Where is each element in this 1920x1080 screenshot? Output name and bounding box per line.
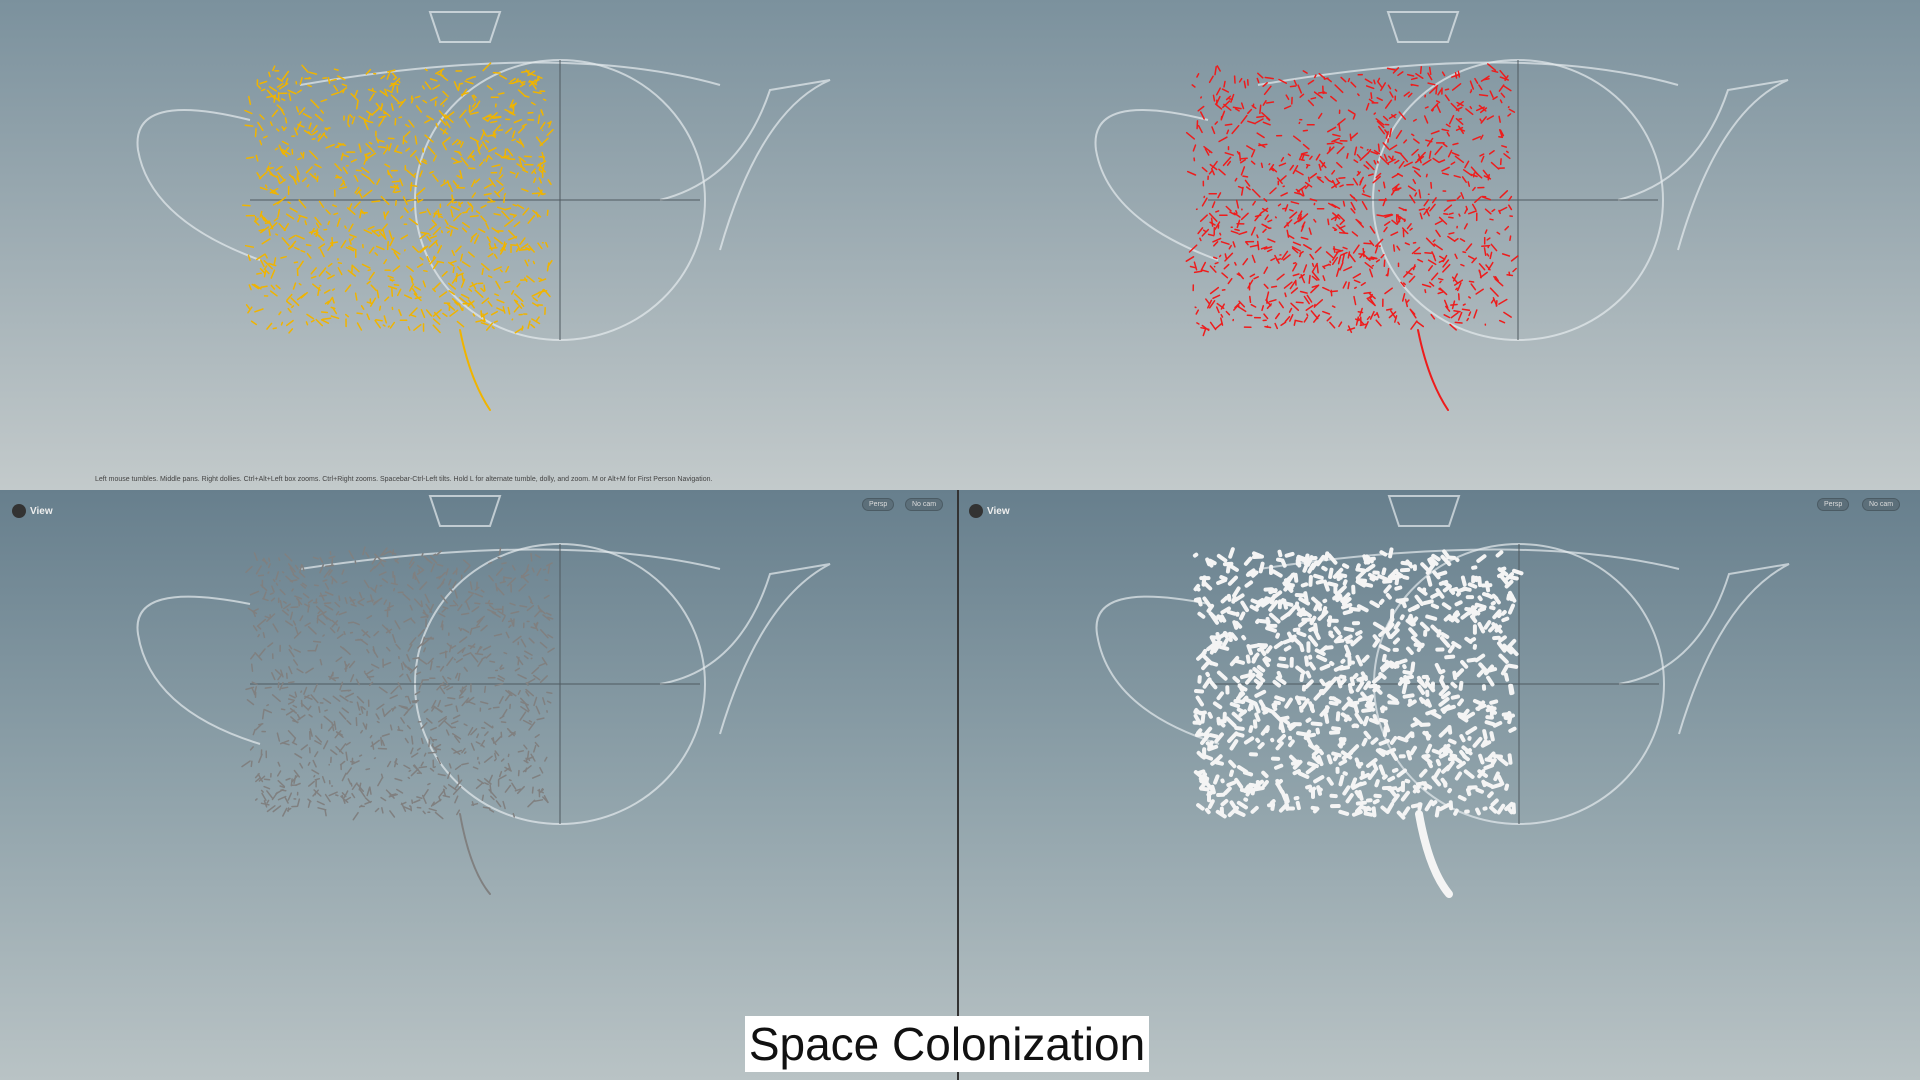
view-menu[interactable]: View [969,504,1010,518]
viewport-bottom-left[interactable]: View Persp No cam [0,490,957,1080]
viewport-divider[interactable] [957,490,959,1080]
viewport-top-right[interactable] [958,0,1920,490]
scene-bottom-right [1095,495,1790,898]
cam-button[interactable]: No cam [905,498,944,511]
teapot-outline [1094,11,1789,341]
view-menu[interactable]: View [12,504,53,518]
viewport-top-left[interactable] [0,0,958,490]
scene-top-left [136,11,831,411]
persp-button[interactable]: Persp [1817,498,1850,511]
camera-icon [12,504,26,518]
scene-top-right [1094,11,1789,411]
camera-icon [969,504,983,518]
branch-cloud [1185,63,1519,411]
teapot-outline [136,495,831,825]
status-bar: Left mouse tumbles. Middle pans. Right d… [0,462,1920,490]
caption: Space Colonization [745,1016,1149,1072]
scene-bottom-left [136,495,831,895]
branch-cloud [242,62,554,411]
branch-cloud [1192,547,1524,898]
persp-button[interactable]: Persp [862,498,895,511]
viewport-bottom-right[interactable]: View Persp No cam [959,490,1920,1080]
hint-text: Left mouse tumbles. Middle pans. Right d… [95,476,713,483]
cam-button[interactable]: No cam [1862,498,1901,511]
branch-cloud [241,546,555,895]
teapot-outline [136,11,831,341]
